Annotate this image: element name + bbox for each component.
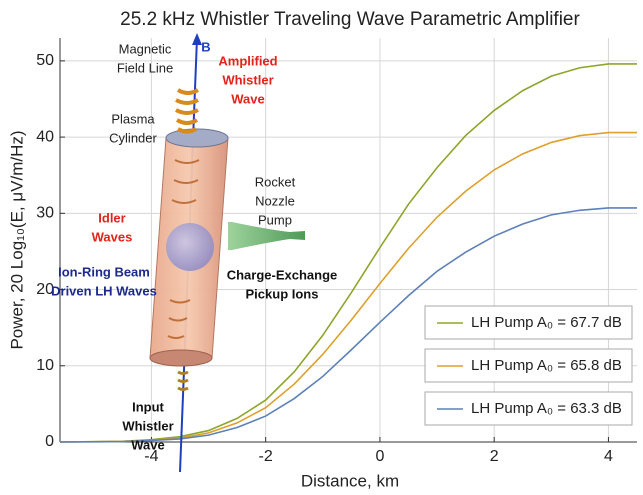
- cylinder-bottom: [149, 349, 213, 367]
- legend-label: LH Pump A₀ = 63.3 dB: [471, 400, 622, 417]
- series-line: [59, 63, 637, 443]
- x-tick-label: -2: [259, 448, 273, 465]
- rocket-nozzle: [228, 222, 305, 250]
- x-tick-label: 2: [490, 448, 499, 465]
- y-tick-label: 10: [36, 357, 54, 374]
- annotation: Field Line: [117, 60, 173, 75]
- annotation: Driven LH Waves: [51, 283, 157, 298]
- annotation: Wave: [131, 437, 164, 452]
- amplified-coil: [175, 88, 200, 134]
- y-tick-label: 50: [36, 52, 54, 69]
- legend-label: LH Pump A₀ = 65.8 dB: [471, 357, 622, 374]
- y-tick-label: 0: [45, 433, 54, 450]
- chart-title: 25.2 kHz Whistler Traveling Wave Paramet…: [120, 9, 580, 30]
- annotation: Waves: [92, 229, 133, 244]
- series-line: [59, 207, 637, 443]
- annotation: Amplified: [218, 53, 277, 68]
- illustration: [149, 33, 305, 473]
- y-tick-label: 40: [36, 128, 54, 145]
- annotation: Nozzle: [255, 193, 295, 208]
- x-tick-label: 0: [375, 448, 384, 465]
- cylinder-top: [165, 128, 229, 148]
- y-tick-label: 30: [36, 205, 54, 222]
- x-axis-label: Distance, km: [301, 471, 399, 490]
- idler-waves: [167, 159, 200, 339]
- annotation: Magnetic: [119, 41, 172, 56]
- legend-box: [424, 305, 633, 340]
- annotation: Input: [132, 399, 164, 414]
- plot-lines: [59, 63, 637, 443]
- legend-label: LH Pump A₀ = 67.7 dB: [471, 314, 622, 331]
- legend: LH Pump A₀ = 67.7 dB LH Pump A₀ = 65.8 dB…: [424, 305, 633, 426]
- annotation: Ion-Ring Beam: [58, 264, 150, 279]
- annotation: Pump: [258, 212, 292, 227]
- arrow-head: [192, 33, 202, 45]
- annotation: Charge-Exchange: [227, 267, 338, 282]
- ion-ring-sphere: [166, 223, 214, 271]
- annotation: Cylinder: [109, 130, 157, 145]
- x-tick-label: 4: [604, 448, 613, 465]
- y-axis-label: Power, 20 Log₁₀(E, μV/m/Hz): [7, 130, 26, 349]
- annotation: Pickup Ions: [246, 286, 319, 301]
- annotations: Magnetic Field Line B Amplified Whistler Wave…: [51, 39, 337, 452]
- annotation: Wave: [231, 91, 264, 106]
- annotation: Plasma: [111, 111, 155, 126]
- annotation: B: [201, 39, 210, 54]
- y-tick-label: 20: [36, 281, 54, 298]
- annotation: Whistler: [122, 418, 173, 433]
- input-coil: [177, 370, 189, 391]
- annotation: Rocket: [255, 174, 296, 189]
- x-tick-label: -4: [144, 448, 158, 465]
- annotation: Whistler: [222, 72, 273, 87]
- annotation: Idler: [98, 210, 125, 225]
